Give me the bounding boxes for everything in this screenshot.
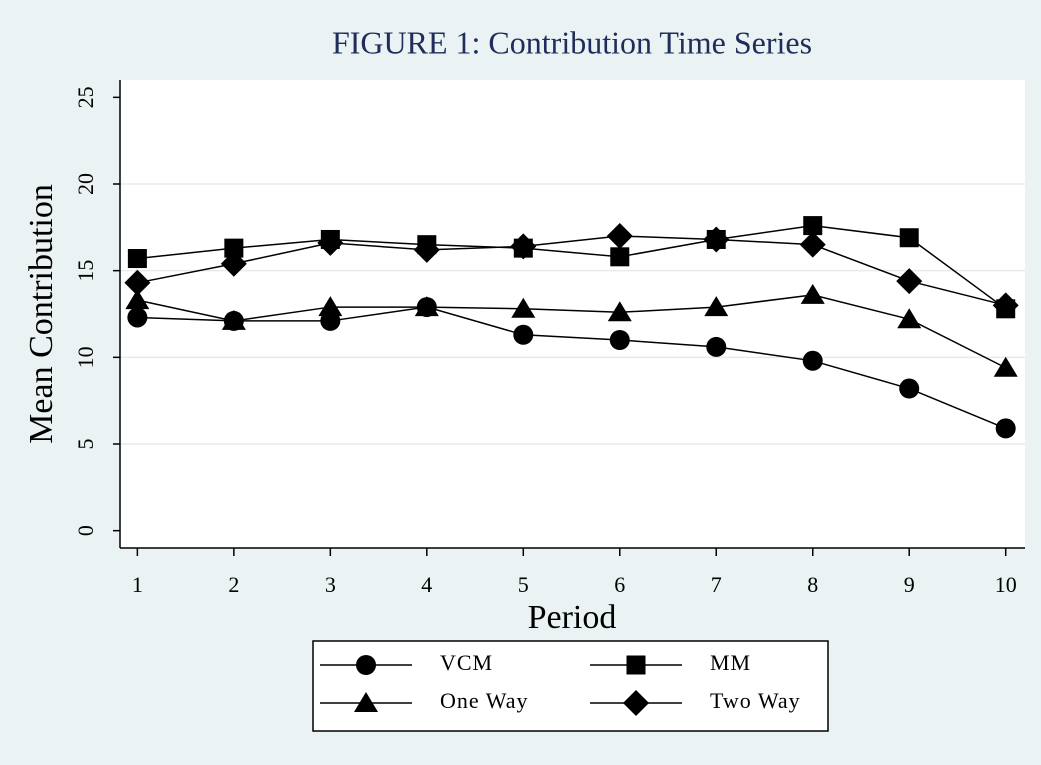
series-line bbox=[137, 294, 1007, 369]
marker bbox=[802, 350, 823, 371]
x-tick-label: 3 bbox=[325, 572, 336, 597]
marker bbox=[124, 269, 151, 296]
legend-label: VCM bbox=[440, 650, 493, 675]
marker bbox=[800, 283, 825, 304]
x-axis-label: Period bbox=[528, 599, 617, 636]
marker bbox=[995, 418, 1016, 439]
marker bbox=[413, 236, 440, 263]
marker bbox=[899, 378, 920, 399]
marker bbox=[127, 307, 148, 328]
marker bbox=[511, 297, 536, 318]
marker bbox=[318, 296, 343, 317]
legend-label: One Way bbox=[440, 688, 529, 713]
marker bbox=[510, 233, 537, 260]
legend-label: Two Way bbox=[710, 688, 801, 713]
marker bbox=[125, 289, 150, 310]
marker bbox=[704, 296, 729, 317]
marker bbox=[706, 336, 727, 357]
marker bbox=[224, 238, 244, 258]
marker bbox=[799, 231, 826, 258]
y-tick-label: 10 bbox=[73, 346, 98, 368]
marker bbox=[607, 301, 632, 322]
marker bbox=[896, 268, 923, 295]
x-tick-label: 6 bbox=[614, 572, 625, 597]
marker bbox=[993, 356, 1018, 377]
marker bbox=[317, 229, 344, 256]
marker bbox=[899, 228, 919, 248]
y-tick-label: 15 bbox=[73, 260, 98, 282]
legend bbox=[312, 640, 829, 732]
marker bbox=[414, 296, 439, 317]
y-tick-label: 25 bbox=[73, 86, 98, 108]
marker bbox=[606, 223, 633, 249]
marker bbox=[992, 292, 1019, 319]
x-tick-label: 5 bbox=[518, 572, 529, 597]
marker bbox=[703, 226, 730, 253]
x-tick-label: 9 bbox=[904, 572, 915, 597]
x-tick-label: 2 bbox=[228, 572, 239, 597]
marker bbox=[513, 324, 534, 345]
y-tick-label: 5 bbox=[73, 439, 98, 450]
legend-marker bbox=[623, 690, 649, 716]
series-line bbox=[137, 224, 1007, 310]
marker bbox=[803, 216, 823, 236]
marker bbox=[220, 250, 247, 277]
legend-label: MM bbox=[710, 650, 751, 675]
legend-marker bbox=[356, 655, 376, 675]
series-line bbox=[137, 235, 1006, 307]
series-line bbox=[137, 306, 1006, 430]
y-axis-label: Mean Contribution bbox=[23, 184, 60, 444]
x-tick-label: 8 bbox=[807, 572, 818, 597]
legend-marker bbox=[354, 692, 378, 712]
marker bbox=[221, 309, 246, 330]
marker bbox=[127, 249, 147, 269]
marker bbox=[609, 330, 630, 350]
chart-title: FIGURE 1: Contribution Time Series bbox=[332, 24, 812, 60]
x-tick-label: 7 bbox=[711, 572, 722, 597]
x-tick-label: 4 bbox=[421, 572, 432, 597]
legend-marker bbox=[626, 655, 646, 675]
x-tick-label: 1 bbox=[132, 572, 143, 597]
marker bbox=[610, 247, 630, 267]
marker bbox=[897, 308, 922, 329]
y-tick-label: 0 bbox=[73, 525, 98, 536]
plot-area bbox=[120, 80, 1025, 548]
y-tick-label: 20 bbox=[73, 173, 98, 195]
x-tick-label: 10 bbox=[995, 572, 1017, 597]
